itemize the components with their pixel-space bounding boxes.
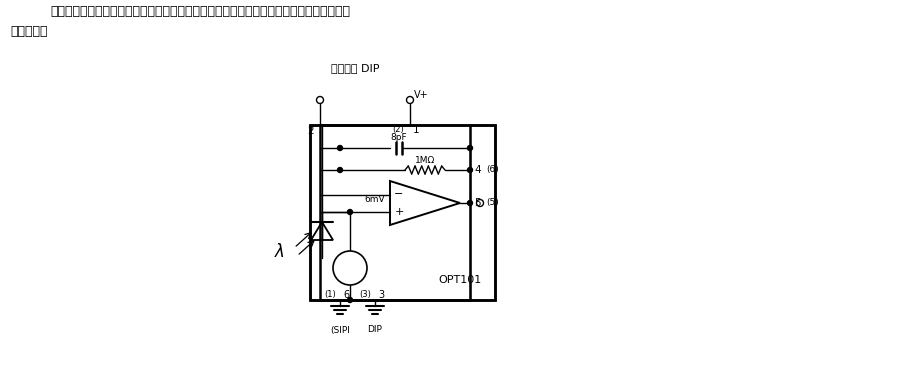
Circle shape	[467, 168, 472, 172]
Circle shape	[467, 145, 472, 151]
Text: 3: 3	[378, 290, 383, 300]
Text: (6): (6)	[485, 166, 498, 175]
Text: λ: λ	[275, 243, 285, 261]
Text: $V_{\mathrm{B}}$: $V_{\mathrm{B}}$	[344, 261, 356, 275]
Bar	[309, 125, 494, 300]
Text: 4: 4	[474, 165, 480, 175]
Text: 2: 2	[307, 126, 314, 136]
Text: DIP: DIP	[367, 325, 382, 335]
Circle shape	[337, 168, 342, 172]
Text: (2): (2)	[391, 125, 403, 134]
Text: (SIPI: (SIPI	[330, 325, 350, 335]
Circle shape	[333, 251, 366, 285]
Text: 用途：用于位置和接近传感器、烟雾检测、照相分析、医学仪器、实验室仪器和条形码扫描: 用途：用于位置和接近传感器、烟雾检测、照相分析、医学仪器、实验室仪器和条形码扫描	[50, 5, 350, 18]
Text: 器等场合。: 器等场合。	[10, 25, 48, 38]
Text: −: −	[394, 189, 403, 199]
Text: +: +	[394, 207, 403, 217]
Circle shape	[347, 297, 352, 303]
Text: 6mV: 6mV	[364, 196, 385, 204]
Text: OPT101: OPT101	[437, 275, 481, 285]
Text: 8pF: 8pF	[391, 134, 407, 142]
Bar	[309, 125, 494, 300]
Text: 6: 6	[343, 290, 349, 300]
Text: (1): (1)	[324, 290, 336, 300]
Text: 1: 1	[412, 125, 419, 135]
Text: 脚只适用 DIP: 脚只适用 DIP	[330, 63, 379, 73]
Text: 1MΩ: 1MΩ	[414, 156, 435, 166]
Circle shape	[467, 200, 472, 206]
Text: (3): (3)	[359, 290, 371, 300]
Circle shape	[347, 210, 352, 214]
Text: (5): (5)	[485, 199, 498, 207]
Circle shape	[337, 145, 342, 151]
Text: 5: 5	[474, 198, 480, 208]
Text: V+: V+	[413, 90, 428, 100]
